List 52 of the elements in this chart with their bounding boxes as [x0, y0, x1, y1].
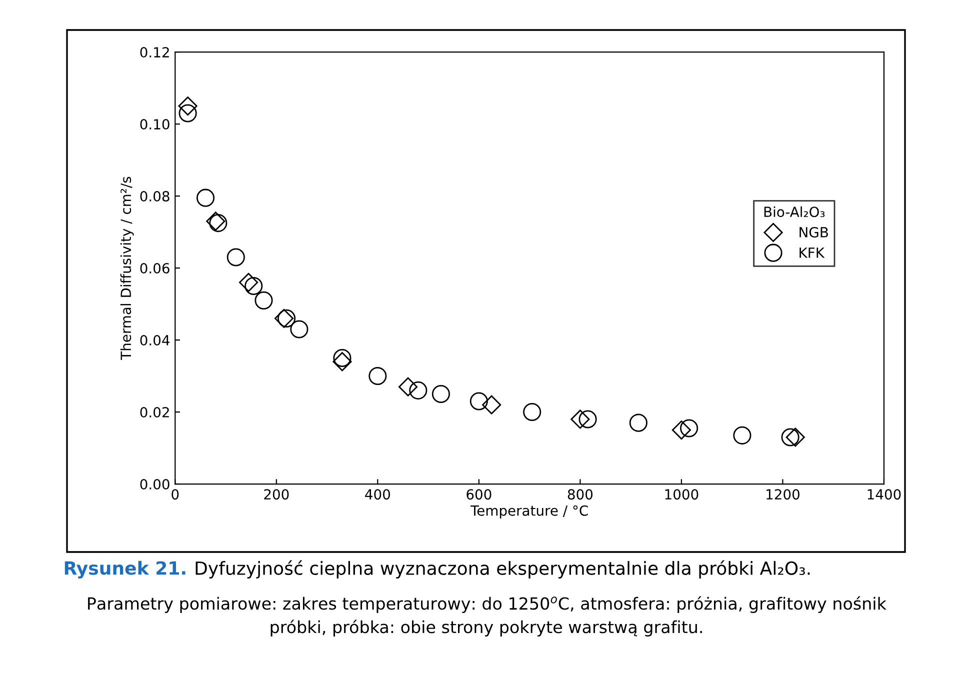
- point: [409, 381, 428, 400]
- point: [239, 272, 258, 292]
- point: [254, 291, 273, 310]
- point: [196, 188, 215, 207]
- point: [629, 414, 648, 432]
- point: [523, 402, 542, 422]
- x-tick-label: 200: [264, 489, 289, 500]
- text: Rysunek 21.: [64, 560, 186, 578]
- point: [290, 320, 308, 338]
- y-axis-title: Thermal Diffusivity / cm²/s: [120, 176, 134, 360]
- point: [332, 352, 352, 372]
- point: [781, 428, 800, 446]
- x-tick-label: 800: [568, 489, 593, 500]
- x-tick-label: 1400: [868, 489, 901, 500]
- legend-label: KFK: [800, 248, 825, 258]
- point: [680, 419, 698, 438]
- y-tick-label: 0.08: [140, 191, 170, 202]
- point: [244, 277, 263, 296]
- x-tick-label: 0: [172, 489, 179, 500]
- point: [578, 410, 597, 428]
- legend-label: NGB: [800, 227, 828, 238]
- point: [570, 410, 590, 429]
- x-tick-label: 1000: [665, 489, 698, 500]
- text: Parametry pomiarowe: zakres temperaturowy: do 1250$^{o}$C, atmosfera: próżnia, grafitowy nośnik próbki, próbka: obie strony pokryte warstwą grafitu.: [88, 596, 886, 637]
- point: [672, 420, 691, 440]
- point: [482, 395, 502, 414]
- legend-title: Bio-Al₂O₃: [764, 206, 825, 218]
- point: [206, 212, 226, 231]
- point: [368, 366, 387, 386]
- x-tick-label: 400: [365, 489, 390, 500]
- y-tick-label: 0.10: [140, 119, 170, 130]
- y-tick-label: 0.12: [140, 47, 169, 58]
- point: [786, 428, 805, 447]
- point: [226, 248, 245, 266]
- y-tick-label: 0.06: [140, 263, 170, 274]
- text: Dyfuzyjność cieplna wyznaczona eksperymentalnie dla próbki Al₂O₃.: [196, 560, 810, 578]
- y-tick-label: 0.04: [140, 334, 170, 346]
- point: [278, 309, 296, 328]
- y-tick-label: 0.02: [140, 406, 169, 418]
- point: [470, 392, 488, 410]
- point: [333, 349, 352, 368]
- point: [733, 426, 752, 444]
- point: [432, 384, 450, 404]
- point: [178, 104, 197, 122]
- point: [209, 214, 228, 232]
- point: [398, 377, 418, 396]
- x-tick-label: 1200: [766, 489, 800, 500]
- x-axis-title: Temperature / °C: [470, 505, 588, 519]
- y-tick-label: 0.00: [140, 478, 170, 490]
- point: [178, 96, 198, 116]
- point: [274, 308, 294, 328]
- x-tick-label: 600: [466, 489, 492, 500]
